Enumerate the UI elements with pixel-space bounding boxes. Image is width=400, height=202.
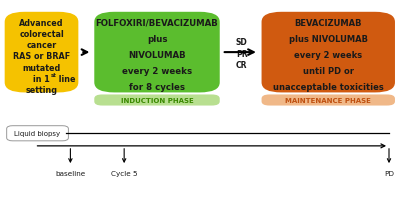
Text: SD
PR
CR: SD PR CR xyxy=(236,38,248,70)
FancyBboxPatch shape xyxy=(94,13,220,93)
Text: FOLFOXIRI/BEVACIZUMAB: FOLFOXIRI/BEVACIZUMAB xyxy=(96,19,218,28)
FancyBboxPatch shape xyxy=(262,95,395,106)
Text: RAS or BRAF: RAS or BRAF xyxy=(13,52,70,61)
Text: for 8 cycles: for 8 cycles xyxy=(129,83,185,92)
Text: in 1: in 1 xyxy=(33,74,50,83)
Text: every 2 weeks: every 2 weeks xyxy=(122,67,192,76)
Text: Liquid biopsy: Liquid biopsy xyxy=(14,131,60,137)
Text: colorectal: colorectal xyxy=(19,30,64,39)
Text: every 2 weeks: every 2 weeks xyxy=(294,51,362,60)
Text: Cycle 5: Cycle 5 xyxy=(111,170,138,176)
Text: plus: plus xyxy=(147,35,167,44)
Text: plus NIVOLUMAB: plus NIVOLUMAB xyxy=(289,35,368,44)
Text: st: st xyxy=(50,72,56,77)
Text: Advanced: Advanced xyxy=(19,19,64,28)
Text: setting: setting xyxy=(26,85,58,94)
Text: until PD or: until PD or xyxy=(303,67,354,76)
FancyBboxPatch shape xyxy=(7,126,68,141)
Text: PD: PD xyxy=(384,170,394,176)
Text: INDUCTION PHASE: INDUCTION PHASE xyxy=(121,98,193,103)
Text: MAINTENANCE PHASE: MAINTENANCE PHASE xyxy=(285,98,371,103)
Text: baseline: baseline xyxy=(55,170,86,176)
Text: mutated: mutated xyxy=(22,63,61,72)
FancyBboxPatch shape xyxy=(262,13,395,93)
Text: BEVACIZUMAB: BEVACIZUMAB xyxy=(294,19,362,28)
FancyBboxPatch shape xyxy=(94,95,220,106)
Text: unacceptable toxicities: unacceptable toxicities xyxy=(273,83,384,92)
FancyBboxPatch shape xyxy=(5,13,78,93)
Text: line: line xyxy=(56,74,75,83)
Text: cancer: cancer xyxy=(26,41,57,50)
Text: NIVOLUMAB: NIVOLUMAB xyxy=(128,51,186,60)
